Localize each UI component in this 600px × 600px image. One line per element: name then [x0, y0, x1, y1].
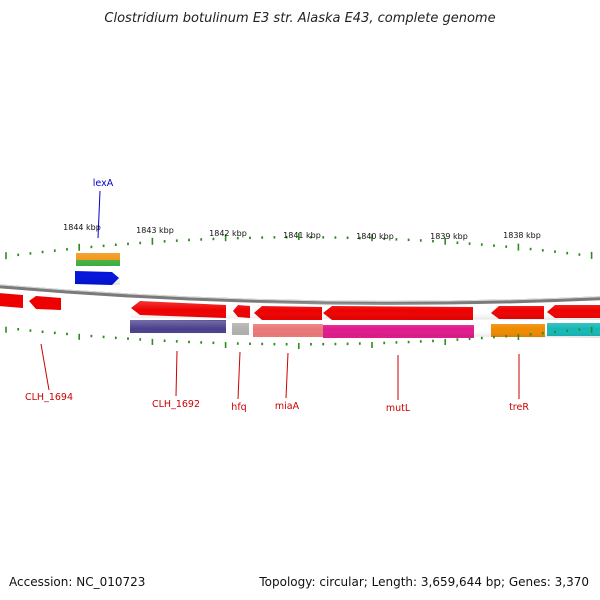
- gene-label-clh1692[interactable]: CLH_1692: [152, 399, 200, 410]
- connector-miaA: [285, 352, 289, 399]
- ruler-labels: 1844 kbp 1843 kbp 1842 kbp 1841 kbp 1840…: [63, 223, 541, 241]
- connector-hfq: [237, 351, 241, 400]
- accession-text: Accession: NC_010723: [9, 575, 145, 589]
- gene-category-row: [130, 320, 600, 338]
- gene-label-clh1694[interactable]: CLH_1694: [25, 392, 73, 403]
- reverse-strand-genes: [0, 293, 600, 320]
- reverse-strand-shading: [131, 301, 600, 320]
- ruler-label-1843: 1843 kbp: [136, 226, 174, 235]
- ruler-label-1839: 1839 kbp: [430, 232, 468, 241]
- gene-labels: CLH_1694 CLH_1692 hfq miaA mutL treR lex…: [25, 178, 529, 414]
- lexA-shading: [75, 253, 120, 285]
- topology-text: Topology: circular; Length: 3,659,644 bp…: [258, 575, 589, 589]
- gene-block-left-edge[interactable]: [0, 293, 23, 308]
- gene-label-miaA[interactable]: miaA: [275, 401, 300, 412]
- ruler-label-1844: 1844 kbp: [63, 223, 101, 232]
- connector-clh1694: [40, 343, 50, 391]
- gene-label-mutL[interactable]: mutL: [386, 403, 411, 414]
- ruler-label-1841: 1841 kbp: [283, 231, 321, 240]
- map-title: Clostridium botulinum E3 str. Alaska E43…: [104, 11, 495, 26]
- gene-label-connectors: [40, 190, 520, 400]
- ruler-label-1842: 1842 kbp: [209, 229, 247, 238]
- gene-label-hfq[interactable]: hfq: [231, 402, 246, 413]
- gene-label-treR[interactable]: treR: [509, 402, 529, 413]
- connector-clh1692: [175, 350, 178, 397]
- category-row-shading: [130, 320, 600, 338]
- genome-backbone-highlight: [0, 284, 600, 302]
- gene-label-lexA[interactable]: lexA: [93, 178, 114, 189]
- connector-lexA: [97, 190, 101, 239]
- ruler-ticks-bottom: [5, 326, 593, 349]
- ruler-label-1838: 1838 kbp: [503, 231, 541, 240]
- ruler-ticks-top: [5, 233, 593, 260]
- gene-block-clh1694[interactable]: [29, 296, 61, 310]
- genome-backbone: [0, 284, 600, 305]
- ruler-label-1840: 1840 kbp: [356, 232, 394, 241]
- forward-strand-genes: [75, 253, 120, 285]
